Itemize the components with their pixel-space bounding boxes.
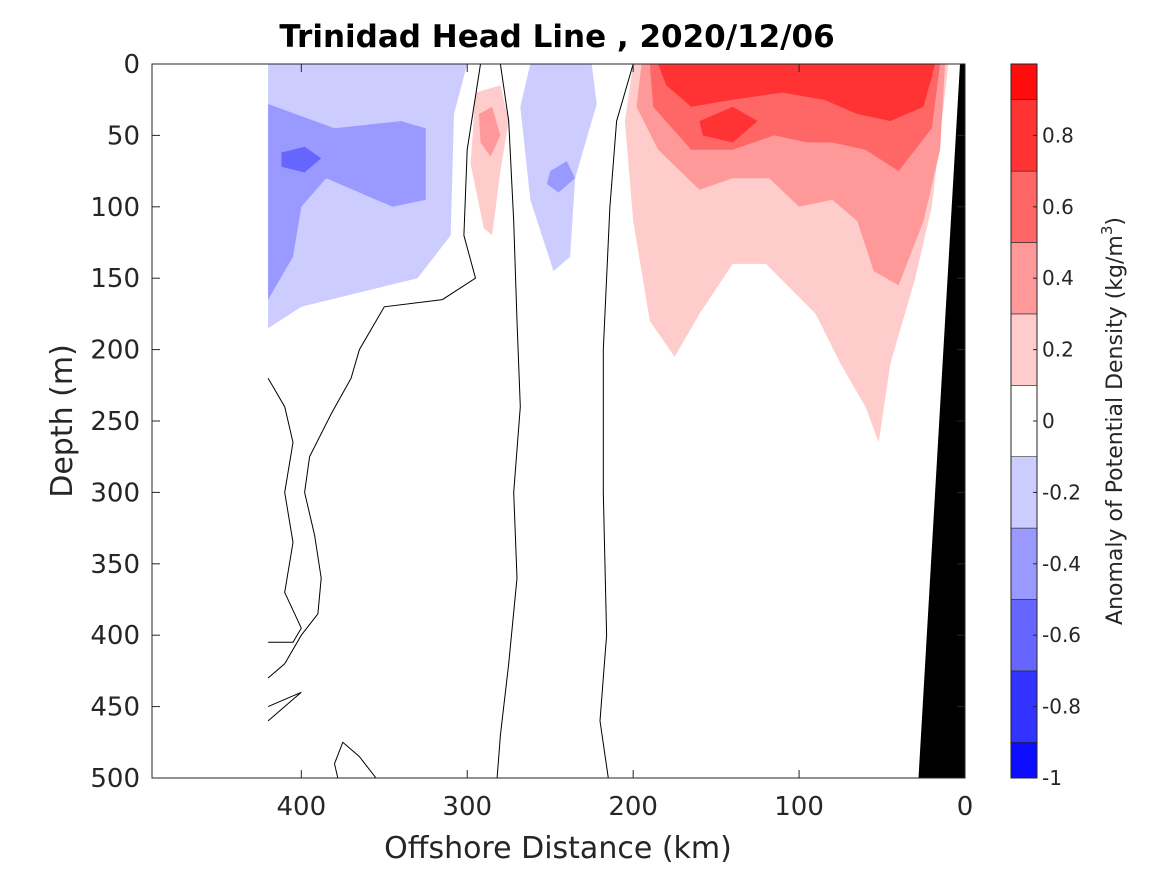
zero-contour-line [599,64,634,778]
zero-contour-line [267,64,481,679]
colorbar-tick-label: -0.2 [1042,480,1081,504]
plot-area: 400 300 200 100 0 0 50 100 150 200 250 300 350 400 45… [90,50,973,822]
y-axis-label: Depth (m) [45,344,80,498]
zero-contour-line [267,691,302,722]
colorbar-tick-label: -1 [1042,766,1062,790]
zero-contour-lines [267,64,634,778]
colorbar-tick-label: 0.4 [1042,266,1074,290]
colorbar-label-text: Anomaly of Potential Density (kg/m [1103,235,1128,625]
density-region [658,64,936,122]
colorbar-tick-label: 0.2 [1042,338,1074,362]
y-tick-label: 200 [90,336,140,366]
density-region [546,161,576,193]
x-tick-label: 300 [442,792,492,822]
y-tick-label: 250 [90,407,140,437]
y-tick-label: 300 [90,478,140,508]
bathymetry-layer [918,64,965,778]
colorbar-tick-label: -0.6 [1042,623,1081,647]
colorbar-label: Anomaly of Potential Density (kg/m3) [1098,217,1128,625]
colorbar-tick-label: 0.8 [1042,123,1074,147]
colorbar [1010,63,1038,779]
density-regions [268,64,949,443]
colorbar-label-superscript: 3 [1098,226,1116,236]
density-region [381,146,426,167]
y-tick-label: 350 [90,550,140,580]
colorbar-swatch [1010,670,1038,743]
seafloor-bathymetry [918,64,965,778]
colorbar-swatch [1010,599,1038,672]
y-tick-label: 400 [90,621,140,651]
y-tick-label: 500 [90,764,140,794]
y-tick-label: 450 [90,693,140,723]
density-region [699,106,758,143]
density-region [281,146,322,173]
x-tick-label: 200 [608,792,658,822]
colorbar-swatch [1010,99,1038,172]
x-tick-label: 100 [774,792,824,822]
chart-title: Trinidad Head Line , 2020/12/06 [279,19,834,55]
y-axis-ticks: 0 50 100 150 200 250 300 350 400 450 500 [90,50,965,794]
colorbar-swatch [1010,63,1038,101]
y-tick-label: 0 [123,50,140,80]
colorbar-swatch [1010,456,1038,529]
zero-contour-line [267,377,302,643]
zero-contour-line [333,741,377,778]
x-axis-ticks: 400 300 200 100 0 [277,64,974,822]
density-region [890,64,932,100]
colorbar-tick-label: 0 [1042,409,1055,433]
colorbar-tick-label: 0.6 [1042,195,1074,219]
colorbar-tick-label: -0.4 [1042,552,1081,576]
x-tick-label: 400 [277,792,327,822]
x-tick-label: 0 [957,792,974,822]
colorbar-swatch [1010,527,1038,600]
y-tick-label: 50 [107,121,140,151]
x-axis-label: Offshore Distance (km) [384,831,732,866]
density-region [478,106,501,157]
colorbar-label-end: ) [1103,217,1128,226]
colorbar-swatch [1010,741,1038,779]
colorbar-swatch [1010,384,1038,457]
zero-contour-line [496,64,521,778]
colorbar-ticks: 0.8 0.6 0.4 0.2 0 -0.2 -0.4 -0.6 -0.8 -1 [1033,123,1081,790]
colorbar-tick-label: -0.8 [1042,695,1081,719]
y-tick-label: 100 [90,193,140,223]
y-tick-label: 150 [90,264,140,294]
